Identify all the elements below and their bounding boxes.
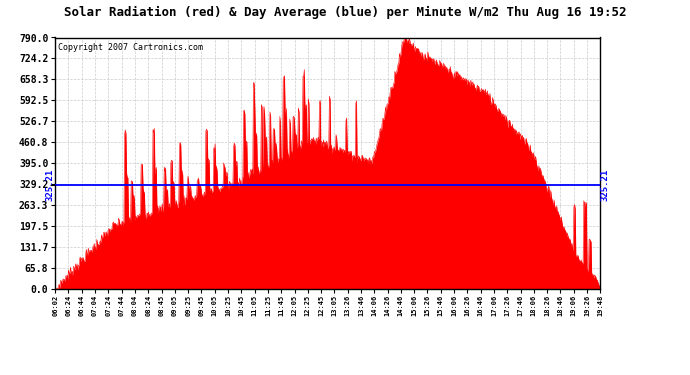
Text: 325.21: 325.21 xyxy=(46,169,55,201)
Text: Copyright 2007 Cartronics.com: Copyright 2007 Cartronics.com xyxy=(58,42,203,51)
Text: Solar Radiation (red) & Day Average (blue) per Minute W/m2 Thu Aug 16 19:52: Solar Radiation (red) & Day Average (blu… xyxy=(63,6,627,19)
Text: 325.21: 325.21 xyxy=(601,169,610,201)
